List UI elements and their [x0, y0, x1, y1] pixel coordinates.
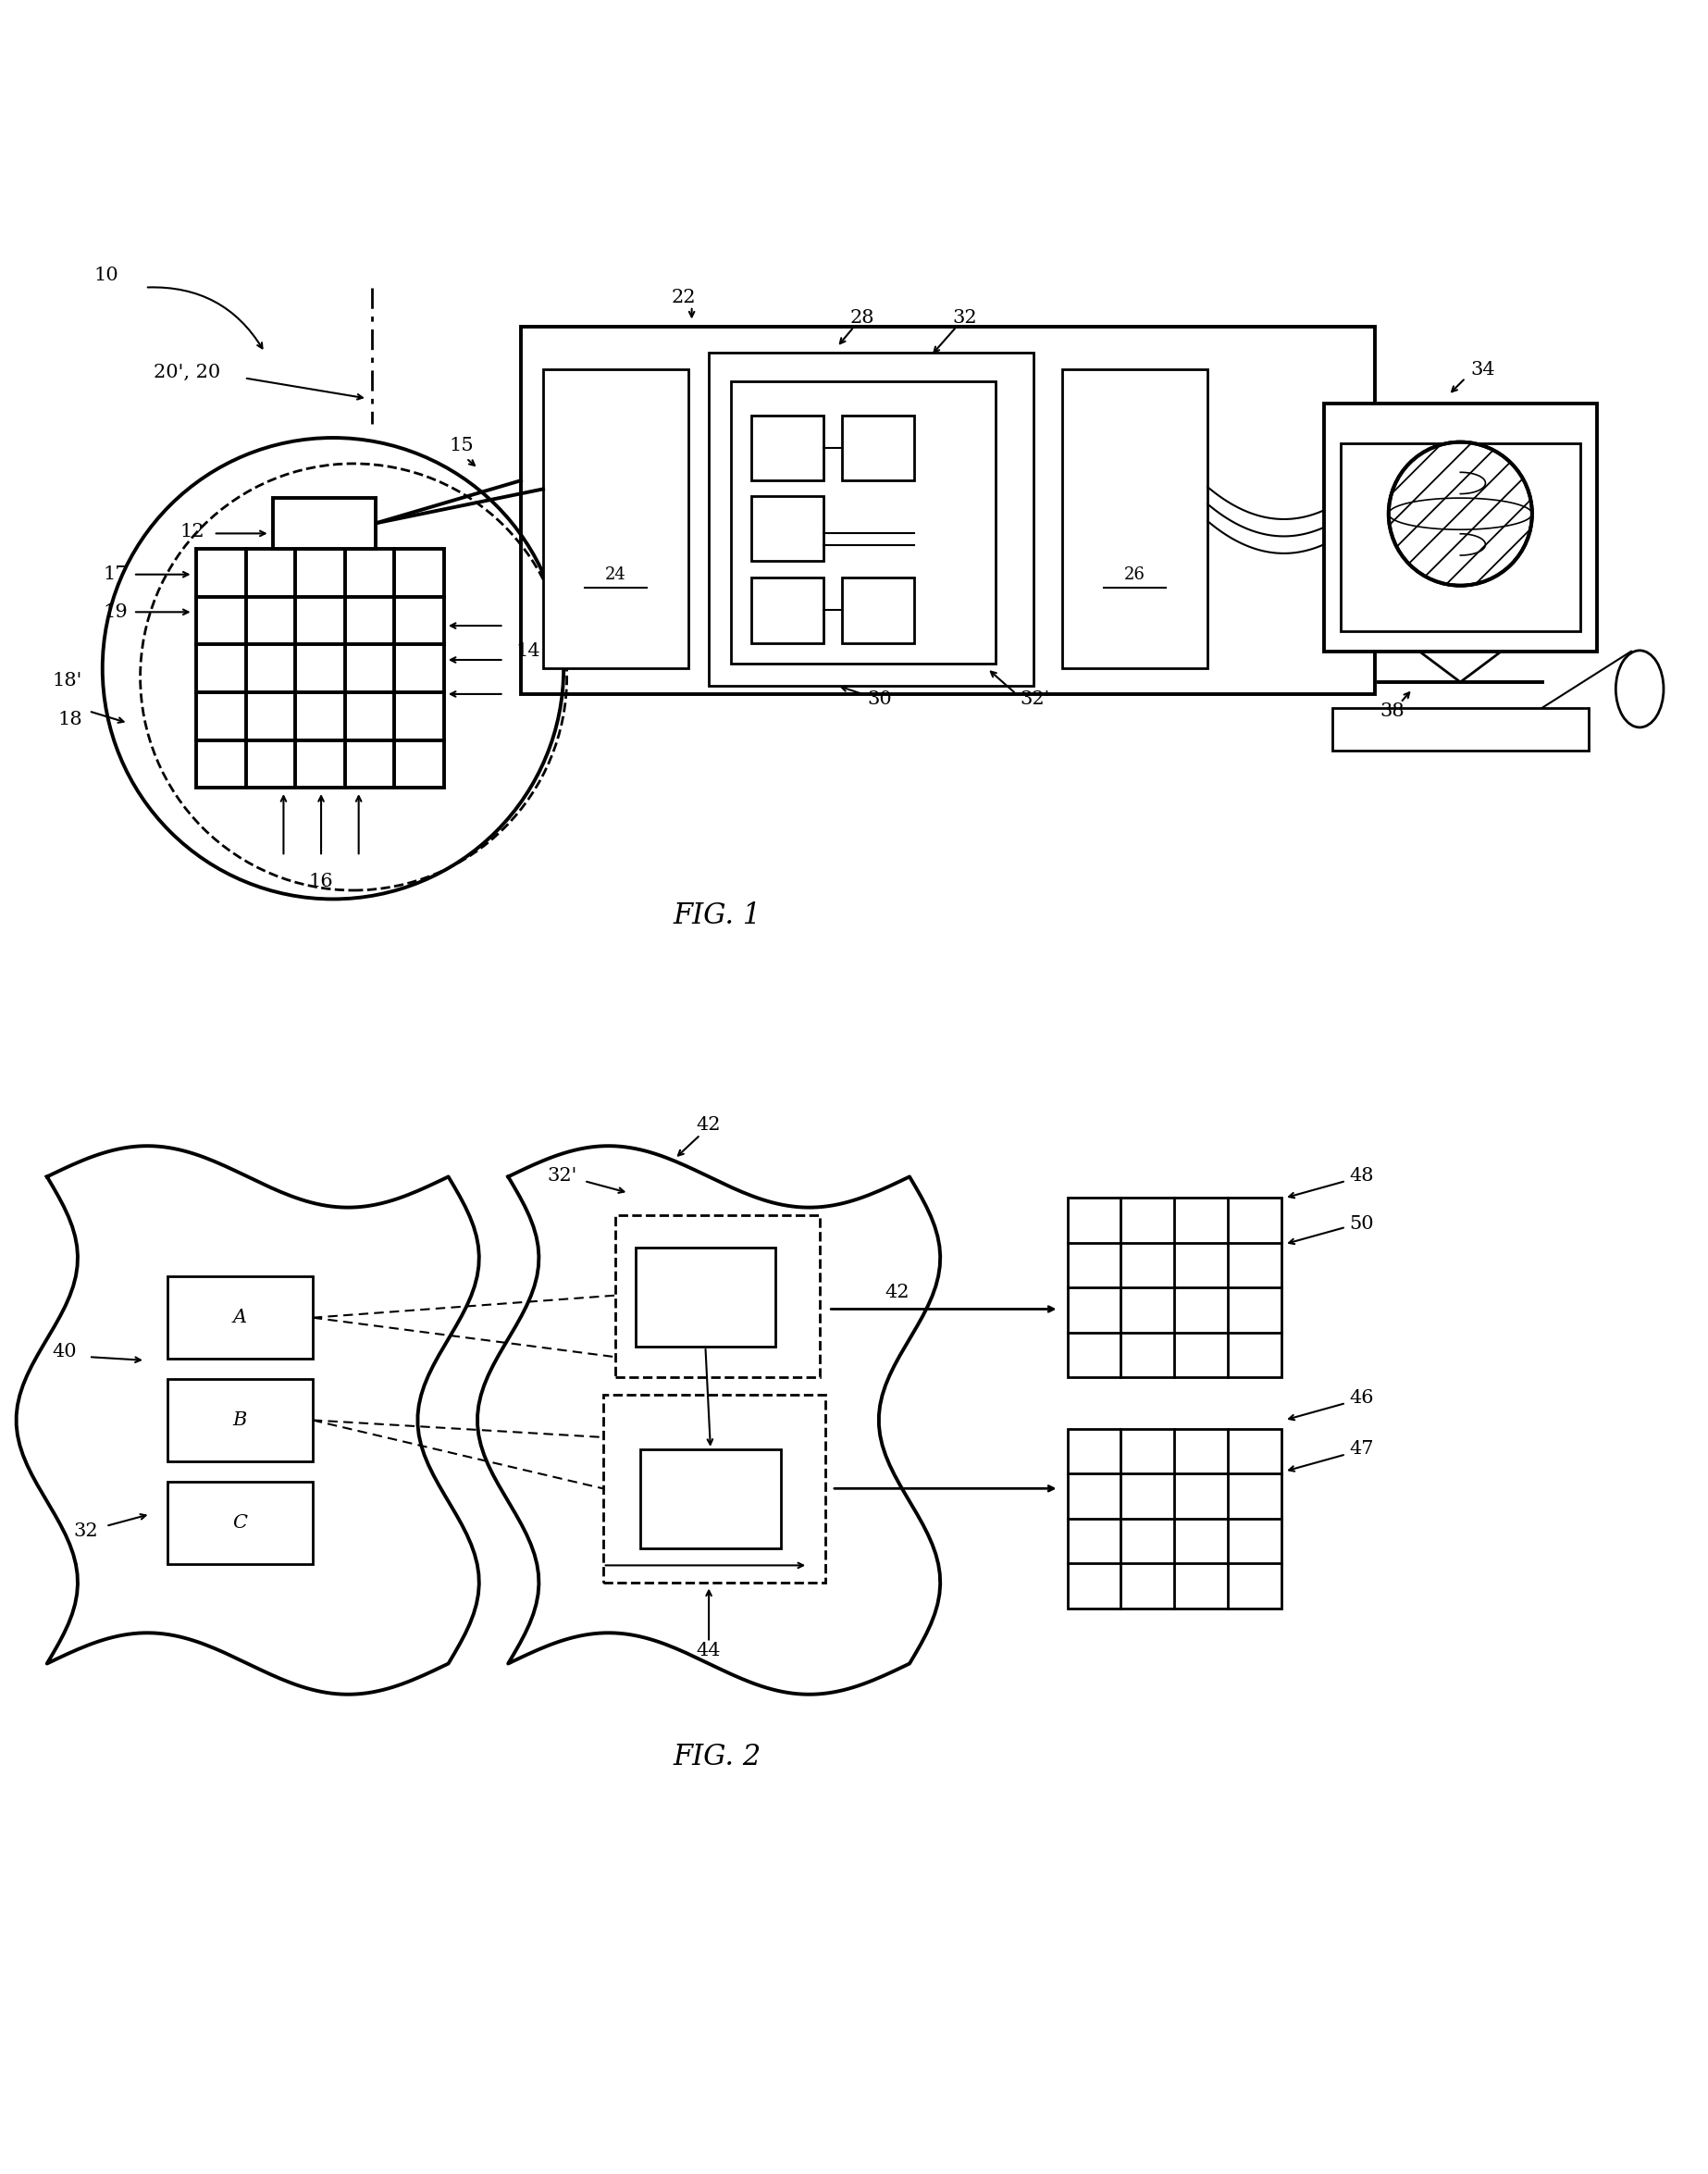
Bar	[752, 578, 823, 644]
Text: FIG. 1: FIG. 1	[673, 902, 762, 930]
Bar	[842, 578, 914, 644]
Bar	[543, 370, 688, 667]
Bar	[1341, 443, 1580, 630]
Text: A: A	[232, 1309, 248, 1326]
Bar	[1332, 709, 1588, 750]
Bar	[1068, 1198, 1281, 1378]
Text: 24: 24	[605, 567, 627, 583]
Text: 32': 32'	[1020, 691, 1050, 709]
Text: 42: 42	[697, 1115, 721, 1133]
Text: 50: 50	[1349, 1215, 1373, 1233]
Bar	[752, 415, 823, 480]
Text: 22: 22	[671, 289, 695, 307]
Bar	[167, 1483, 313, 1563]
Bar	[603, 1394, 825, 1583]
Text: 18': 18'	[51, 672, 82, 689]
Bar	[167, 1276, 313, 1359]
Bar	[709, 352, 1033, 685]
Text: 15: 15	[449, 437, 473, 454]
Text: 19: 19	[104, 602, 128, 622]
Bar	[1062, 370, 1208, 667]
Text: 16: 16	[309, 874, 333, 891]
Bar	[167, 1378, 313, 1461]
Text: B: B	[232, 1411, 248, 1428]
Text: 26: 26	[1124, 567, 1146, 583]
Bar	[1324, 404, 1597, 652]
Text: 20', 20: 20', 20	[154, 363, 220, 383]
Bar	[842, 415, 914, 480]
Text: C: C	[232, 1513, 248, 1530]
Text: 32': 32'	[547, 1167, 577, 1185]
Text: A': A'	[697, 1289, 714, 1304]
Bar	[615, 1215, 820, 1378]
Text: 12: 12	[181, 524, 205, 541]
Text: FIG. 2: FIG. 2	[673, 1741, 762, 1772]
Ellipse shape	[1389, 441, 1532, 585]
Text: 18: 18	[58, 711, 82, 728]
Text: B: B	[704, 1491, 717, 1507]
Bar	[1068, 1428, 1281, 1609]
Text: 46: 46	[1349, 1389, 1373, 1407]
Text: 44: 44	[697, 1641, 721, 1659]
Text: 38: 38	[1380, 702, 1404, 720]
Text: 30: 30	[868, 691, 892, 709]
Text: 14: 14	[516, 644, 540, 661]
Text: 34: 34	[1471, 361, 1494, 378]
Bar	[640, 1450, 781, 1548]
Bar	[635, 1248, 775, 1346]
Text: 28: 28	[851, 309, 874, 326]
Text: 10: 10	[94, 267, 118, 285]
Text: 48: 48	[1349, 1167, 1373, 1185]
Bar	[521, 326, 1375, 694]
Text: 40: 40	[53, 1344, 77, 1361]
Bar	[196, 548, 444, 787]
Text: 42: 42	[885, 1283, 909, 1300]
Bar	[731, 380, 996, 663]
Text: 47: 47	[1349, 1441, 1373, 1459]
Text: 17: 17	[104, 565, 128, 583]
Bar	[752, 496, 823, 561]
Bar	[273, 498, 376, 548]
Text: 32: 32	[73, 1522, 97, 1539]
Text: 32: 32	[953, 309, 977, 326]
